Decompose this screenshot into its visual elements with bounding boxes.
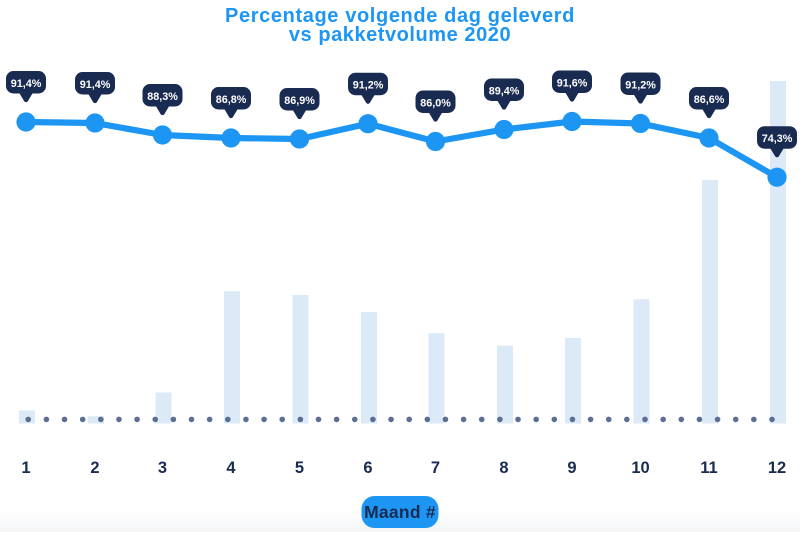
svg-text:4: 4 xyxy=(226,459,236,477)
svg-text:Maand #: Maand # xyxy=(364,502,436,522)
svg-text:7: 7 xyxy=(431,459,440,477)
svg-text:86,0%: 86,0% xyxy=(420,97,451,109)
svg-text:2: 2 xyxy=(90,459,99,477)
svg-text:89,4%: 89,4% xyxy=(489,85,520,97)
svg-text:1: 1 xyxy=(21,459,30,477)
svg-text:3: 3 xyxy=(158,459,167,477)
svg-text:86,8%: 86,8% xyxy=(216,94,247,106)
svg-text:12: 12 xyxy=(768,459,786,477)
svg-text:11: 11 xyxy=(700,459,717,477)
svg-text:74,3%: 74,3% xyxy=(762,133,793,145)
svg-text:Percentage volgende dag geleve: Percentage volgende dag geleverd xyxy=(225,5,575,27)
svg-text:86,6%: 86,6% xyxy=(694,94,725,106)
svg-text:88,3%: 88,3% xyxy=(147,91,178,103)
svg-text:vs pakketvolume 2020: vs pakketvolume 2020 xyxy=(289,24,511,46)
svg-text:6: 6 xyxy=(363,459,372,477)
svg-text:8: 8 xyxy=(499,459,508,477)
svg-text:91,4%: 91,4% xyxy=(11,78,42,90)
svg-text:91,2%: 91,2% xyxy=(353,80,384,92)
svg-text:91,6%: 91,6% xyxy=(557,77,588,89)
svg-text:5: 5 xyxy=(295,459,304,477)
svg-text:91,4%: 91,4% xyxy=(80,79,111,91)
svg-text:91,2%: 91,2% xyxy=(625,79,656,91)
svg-text:86,9%: 86,9% xyxy=(284,95,315,107)
svg-text:9: 9 xyxy=(567,459,576,477)
svg-text:10: 10 xyxy=(631,459,649,477)
